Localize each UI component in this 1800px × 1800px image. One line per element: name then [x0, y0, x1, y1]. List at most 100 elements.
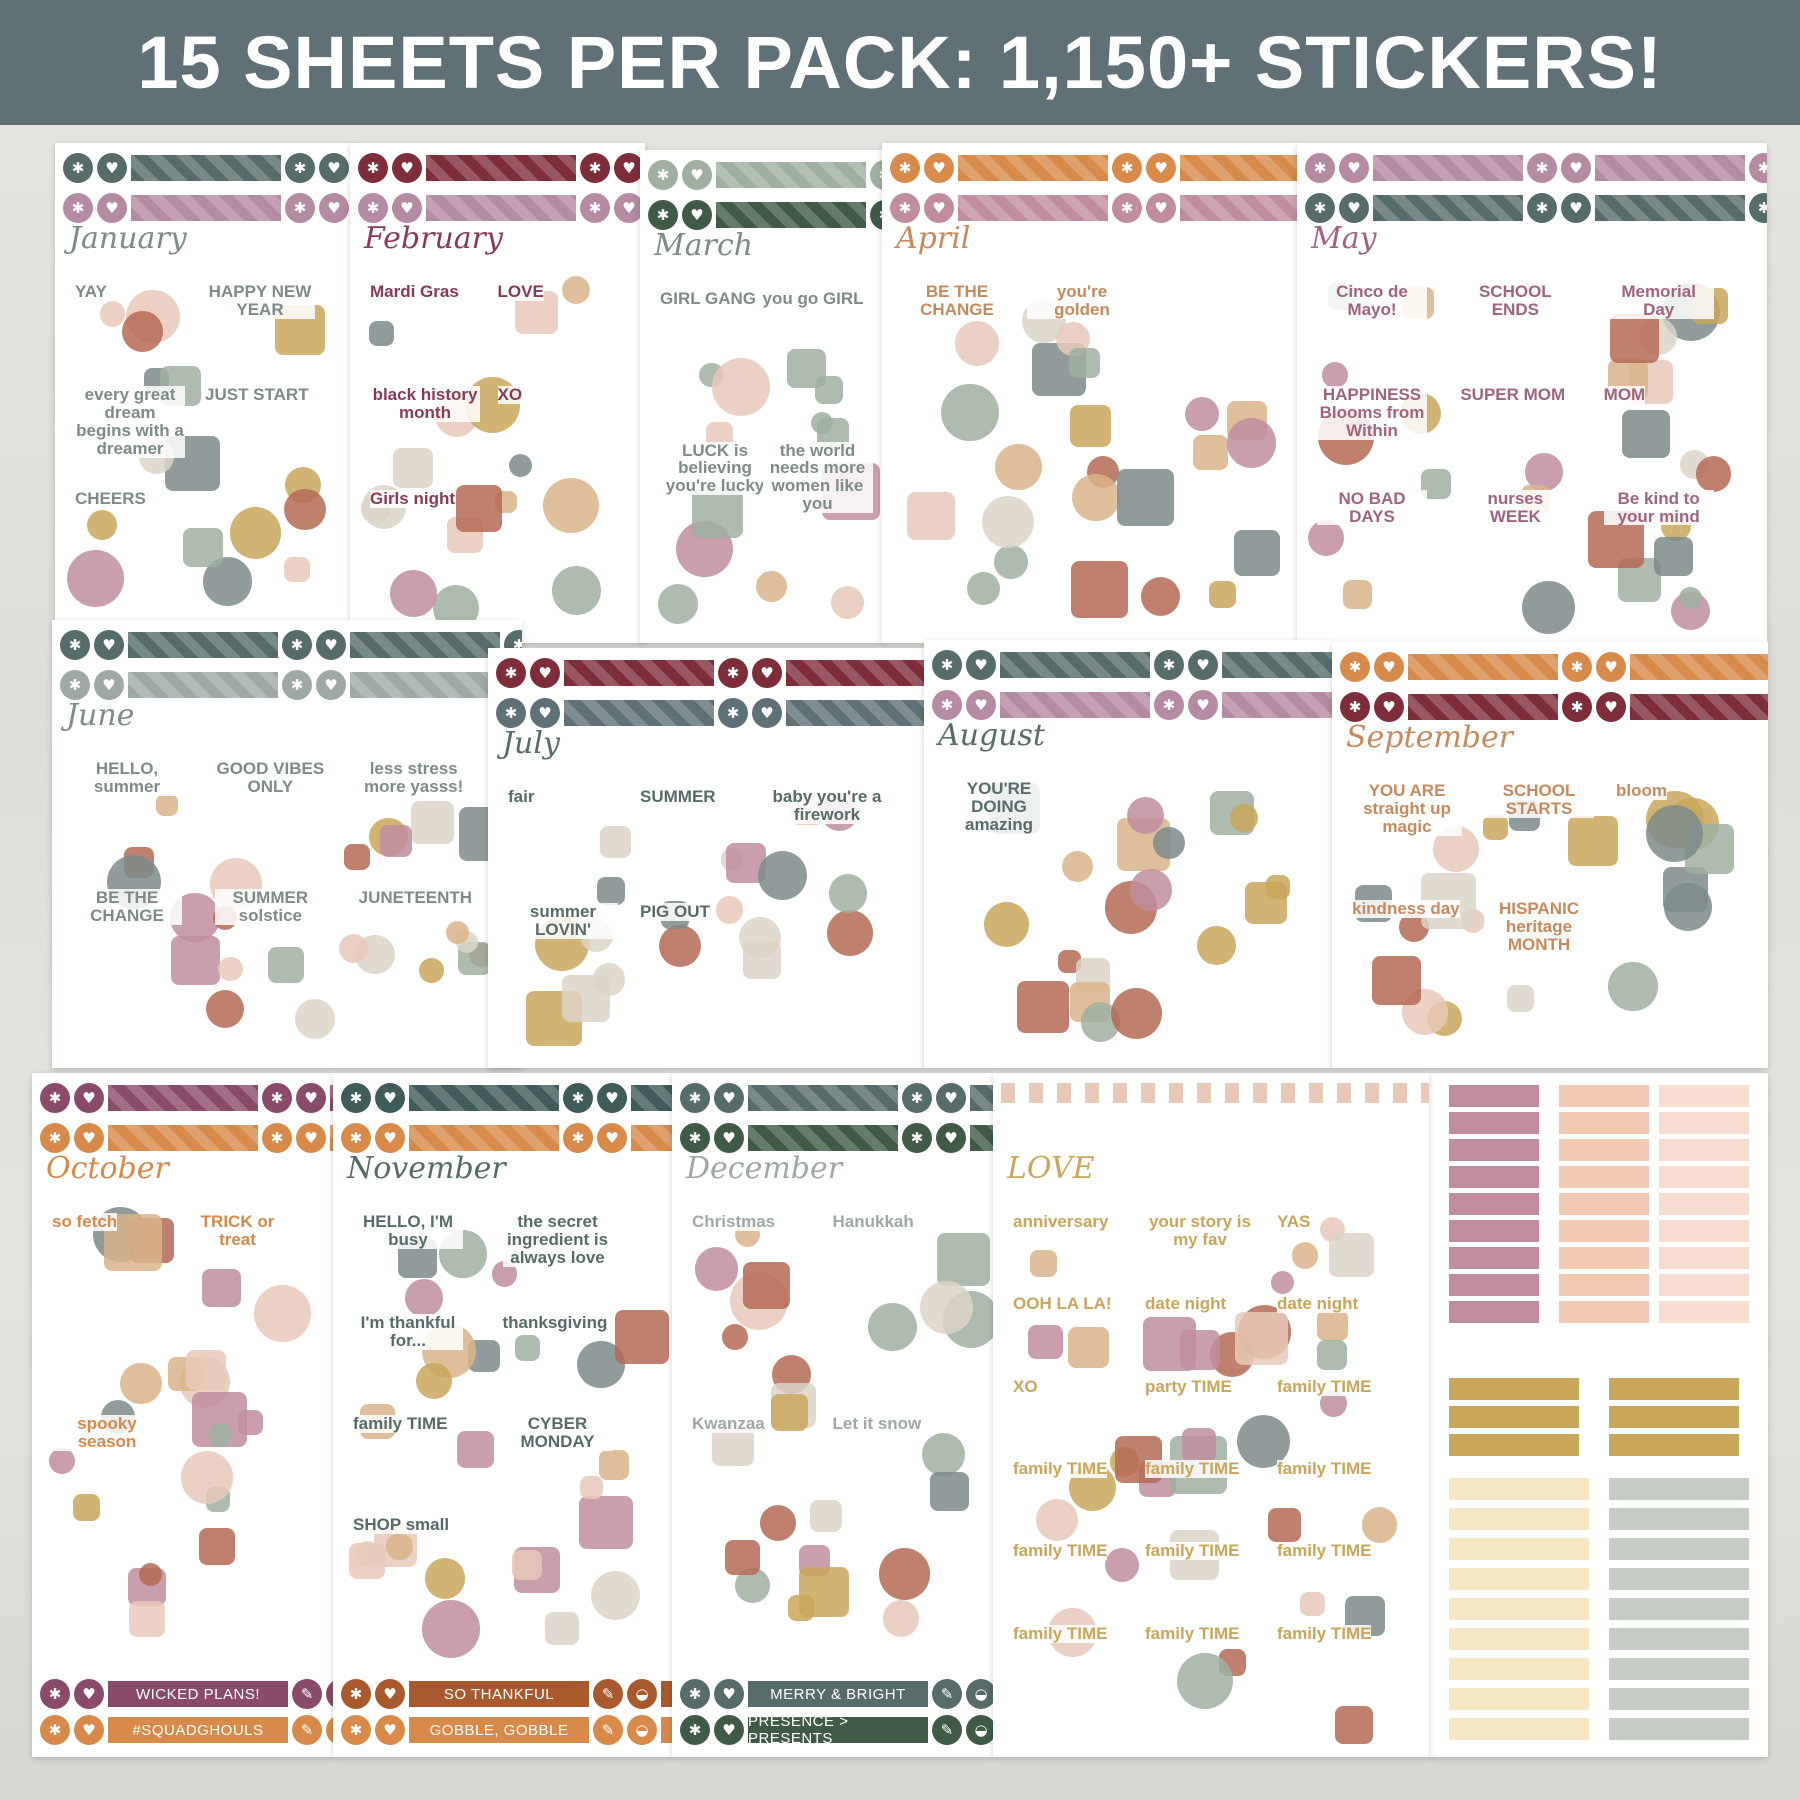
leaf-icon: ✱	[40, 1679, 70, 1709]
sticker-illustration	[614, 1309, 670, 1364]
sticker-illustration	[1126, 796, 1165, 834]
sticker-illustration	[1071, 473, 1120, 522]
flag-tab	[1559, 1274, 1649, 1296]
flag-tab	[1659, 1166, 1749, 1188]
sticker-illustration	[1057, 949, 1082, 974]
snowflake-icon: ✱	[870, 200, 885, 230]
text-sticker: Mardi Gras	[370, 282, 459, 301]
text-sticker: date night	[1277, 1294, 1359, 1314]
washi-tape-band	[1373, 195, 1523, 221]
sticker-illustration	[120, 1362, 162, 1404]
heart-icon: ♥	[597, 1083, 627, 1113]
party-icon: ✎	[932, 1715, 962, 1745]
text-sticker: CHEERS	[75, 488, 146, 508]
washi-row: ✱♥✱♥✱♥	[496, 658, 924, 688]
text-sticker: BE THE CHANGE	[72, 889, 182, 925]
flag-tab	[1559, 1220, 1649, 1242]
text-sticker: family TIME	[1145, 1623, 1240, 1643]
snowflake-icon: ✱	[358, 153, 388, 183]
month-title: May	[1311, 221, 1377, 256]
party-icon: ✎	[593, 1715, 623, 1745]
sticker-illustration	[1291, 1242, 1319, 1269]
snowflake-icon: ✱	[282, 630, 312, 660]
flag-tab	[1449, 1112, 1539, 1134]
heart-icon: ♥	[296, 1083, 326, 1113]
sticker-illustration	[421, 1600, 480, 1658]
heart-icon: ♥	[530, 658, 560, 688]
snowflake-icon: ✱	[580, 193, 610, 223]
flag-tab	[1609, 1718, 1749, 1740]
heart-icon: ♥	[319, 193, 349, 223]
snowflake-icon: ✱	[60, 670, 90, 700]
sticker-illustration	[597, 876, 626, 906]
sticker-illustration	[1182, 1428, 1217, 1463]
text-sticker: family TIME	[353, 1414, 448, 1433]
text-sticker: you go GIRL	[762, 289, 864, 308]
sticker-illustration	[955, 321, 1000, 366]
flag-tab	[1609, 1658, 1749, 1680]
sticker-illustration	[930, 1472, 969, 1511]
sticker-illustration	[1507, 984, 1535, 1012]
sticker-illustration	[579, 1475, 604, 1500]
label-sticker: GOBBLE, GOBBLE	[409, 1717, 589, 1743]
sticker-illustration	[73, 1494, 100, 1521]
flag-tab	[1449, 1220, 1539, 1242]
month-title: April	[896, 221, 971, 256]
sticker-illustration	[995, 443, 1042, 491]
text-sticker: family TIME	[1145, 1459, 1240, 1478]
sticker-illustration	[416, 1363, 452, 1400]
washi-tape-band	[564, 660, 714, 686]
sticker-illustration	[760, 1505, 796, 1542]
snowflake-icon: ✱	[648, 160, 678, 190]
leaf-icon: ✱	[680, 1715, 710, 1745]
sticker-illustration	[419, 957, 445, 983]
heart-icon: ♥	[316, 630, 346, 660]
snowflake-icon: ✱	[1154, 650, 1184, 680]
washi-row: ✱♥✱♥✱♥	[60, 630, 522, 660]
sticker-illustration	[994, 545, 1028, 579]
flag-tab	[1449, 1434, 1579, 1456]
sticker-illustration	[657, 584, 698, 625]
sticker-illustration	[1329, 1232, 1374, 1278]
washi-row: ✱♥✱♥✱♥	[341, 1123, 672, 1153]
heart-icon: ♥	[936, 1083, 966, 1113]
washi-tape-band	[1180, 195, 1297, 221]
sticker-illustration	[1300, 1591, 1325, 1617]
text-sticker: HISPANIC heritage MONTH	[1484, 900, 1594, 954]
sticker-illustration	[659, 924, 702, 967]
sticker-illustration	[379, 825, 412, 857]
sticker-illustration	[1176, 1653, 1233, 1710]
sticker-illustration	[1483, 815, 1508, 840]
text-sticker: summer LOVIN'	[508, 903, 618, 939]
sticker-illustration	[1316, 1339, 1347, 1370]
text-sticker: LUCK is believing you're lucky	[660, 441, 770, 496]
text-sticker: JUST START	[205, 385, 309, 405]
text-sticker: PIG OUT	[640, 902, 710, 921]
heart-icon: ♥	[1339, 193, 1369, 223]
label-sticker: PRESENCE > PRESENTS	[748, 1713, 928, 1747]
washi-tape-band	[131, 195, 281, 221]
washi-row: ✱♥✱♥✱♥	[648, 200, 885, 230]
text-sticker: every great dream begins with a dreamer	[75, 385, 185, 458]
sticker-illustration	[511, 1549, 542, 1581]
sticker-illustration	[284, 488, 327, 531]
text-sticker: family TIME	[1013, 1541, 1108, 1561]
washi-tape-band	[128, 672, 278, 698]
snowflake-icon: ✱	[40, 1083, 70, 1113]
heart-icon: ♥	[752, 658, 782, 688]
sticker-illustration	[826, 909, 873, 956]
snowflake-icon: ✱	[341, 1083, 371, 1113]
sticker-illustration	[1209, 581, 1236, 609]
text-sticker: SCHOOL ENDS	[1460, 283, 1571, 319]
text-sticker: CYBER MONDAY	[502, 1415, 613, 1451]
sticker-illustration	[1029, 1249, 1058, 1277]
sticker-illustration	[1609, 313, 1659, 364]
sticker-illustration	[1142, 1317, 1197, 1371]
sticker-illustration	[99, 301, 126, 327]
text-sticker: MOM	[1603, 385, 1646, 405]
washi-row: ✱♥✱♥✱♥	[1305, 153, 1767, 183]
heart-icon: ♥	[375, 1715, 405, 1745]
snowflake-icon: ✱	[1749, 193, 1767, 223]
